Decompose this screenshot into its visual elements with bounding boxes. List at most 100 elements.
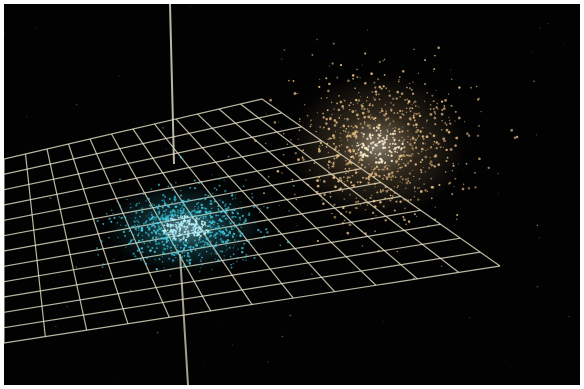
particle — [213, 200, 216, 203]
particle — [343, 219, 346, 222]
particle — [417, 187, 419, 189]
particle — [395, 146, 398, 149]
particle — [231, 235, 235, 239]
particle — [170, 268, 173, 271]
particle — [174, 205, 177, 208]
particle — [194, 187, 196, 190]
particle — [174, 230, 178, 233]
particle — [478, 125, 480, 127]
particle — [157, 242, 161, 245]
particle — [176, 252, 178, 255]
particle — [180, 222, 183, 226]
particle — [364, 154, 367, 157]
particle — [431, 197, 433, 200]
particle — [434, 154, 438, 157]
particle — [327, 160, 331, 164]
particle — [136, 202, 139, 205]
particle — [342, 107, 345, 110]
particle — [419, 190, 423, 193]
particle — [386, 129, 388, 131]
particle — [449, 148, 453, 151]
particle — [398, 131, 401, 133]
particle — [329, 195, 332, 198]
particle — [152, 229, 156, 232]
particle — [205, 225, 207, 227]
particle — [172, 215, 175, 218]
particle — [337, 108, 341, 112]
particle — [380, 87, 383, 90]
particle — [202, 240, 205, 243]
particle — [178, 232, 181, 235]
particle — [181, 221, 183, 223]
particle — [374, 119, 376, 122]
particle — [165, 233, 167, 235]
particle — [149, 249, 152, 252]
particle — [167, 216, 169, 219]
particle — [204, 232, 207, 235]
particle — [346, 145, 349, 149]
particle — [418, 152, 420, 155]
particle — [161, 261, 164, 263]
particle — [187, 232, 189, 234]
particle — [339, 137, 341, 139]
background-star — [26, 116, 28, 118]
background-star — [539, 27, 542, 30]
particle — [444, 122, 447, 124]
particle — [444, 171, 447, 173]
particle — [361, 64, 363, 66]
particle — [354, 131, 357, 134]
particle — [163, 247, 165, 249]
particle — [367, 201, 370, 205]
particle — [369, 133, 371, 136]
particle — [205, 207, 208, 211]
particle — [363, 115, 366, 119]
particle — [204, 197, 207, 200]
particle — [363, 107, 366, 111]
particle — [157, 236, 159, 239]
particle — [193, 223, 195, 226]
particle — [335, 156, 338, 159]
particle — [318, 85, 321, 88]
particle — [433, 164, 435, 167]
particle — [222, 215, 225, 218]
particle — [182, 241, 185, 244]
particle — [236, 256, 239, 260]
particle — [213, 221, 216, 223]
particle — [392, 127, 394, 129]
particle — [167, 218, 170, 221]
particle — [175, 226, 178, 229]
particle — [363, 81, 367, 85]
particle — [374, 86, 377, 89]
particle — [129, 206, 132, 209]
particle — [225, 244, 227, 247]
particle — [369, 118, 372, 120]
particle — [150, 217, 153, 220]
particle — [201, 229, 204, 232]
particle — [456, 213, 459, 217]
particle — [406, 86, 408, 89]
particle — [187, 198, 190, 202]
particle — [325, 117, 328, 121]
particle — [128, 242, 131, 245]
particle — [366, 137, 369, 141]
particle — [257, 204, 259, 207]
particle — [352, 127, 355, 129]
particle — [373, 168, 376, 171]
particle — [161, 199, 163, 201]
particle — [194, 239, 197, 242]
particle — [409, 199, 412, 201]
particle — [211, 268, 213, 271]
particle — [150, 231, 154, 234]
particle — [190, 211, 192, 214]
particle — [203, 243, 206, 246]
particle — [391, 97, 395, 101]
particle — [191, 216, 194, 219]
particle — [277, 231, 280, 233]
particle — [165, 241, 168, 244]
particle — [168, 197, 171, 200]
particle — [383, 162, 386, 164]
particle — [213, 187, 216, 190]
particle — [398, 81, 400, 83]
particle — [358, 92, 360, 94]
particle — [433, 116, 437, 120]
